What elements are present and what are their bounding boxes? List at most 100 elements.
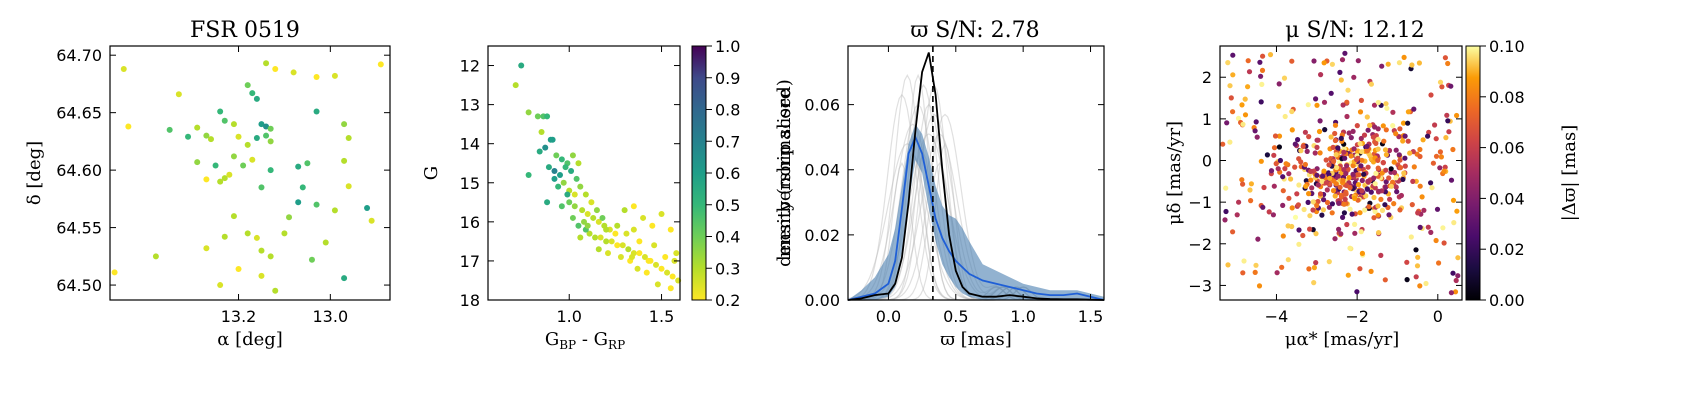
membership-colorbar-tick-label: 1.0 [715, 37, 740, 56]
pm-point [1357, 210, 1363, 216]
pm-point [1425, 133, 1431, 139]
pm-point [1357, 109, 1364, 115]
sky-point [249, 156, 256, 163]
pm-point [1280, 233, 1286, 239]
sky-point [235, 265, 242, 272]
pm-point [1367, 122, 1373, 128]
membership-colorbar-tick-label: 0.3 [715, 259, 740, 278]
panel1-ytick-label: 64.65 [56, 104, 102, 123]
pm-point [1373, 170, 1379, 177]
sky-point [341, 275, 348, 282]
pm-point [1358, 163, 1364, 169]
cmd-point [577, 183, 584, 190]
cmd-point [584, 211, 591, 218]
pm-point [1405, 109, 1411, 115]
panel2-frame [487, 45, 681, 301]
pm-point [1245, 58, 1251, 64]
pm-point [1396, 152, 1402, 158]
pm-point [1368, 268, 1374, 274]
pm-point [1319, 178, 1325, 184]
pm-point [1341, 201, 1347, 207]
pm-point [1430, 160, 1436, 166]
sky-point [263, 60, 270, 67]
sky-point [290, 69, 297, 76]
pm-point [1400, 138, 1406, 144]
pm-point [1382, 202, 1388, 208]
sky-point [313, 108, 320, 115]
pm-point [1295, 137, 1301, 143]
pm-point [1258, 158, 1264, 164]
pm-point [1411, 106, 1417, 112]
panel3-ytick-label: 0.02 [804, 226, 840, 245]
pm-point [1296, 182, 1302, 188]
panel4-xtick-label: −4 [1265, 307, 1289, 326]
pm-point [1281, 75, 1288, 81]
pm-point [1242, 112, 1249, 118]
pm-point [1246, 69, 1253, 75]
pm-point [1347, 206, 1353, 212]
pm-point [1324, 187, 1330, 193]
pm-point [1423, 280, 1429, 287]
pm-point [1328, 90, 1334, 96]
sky-point [212, 162, 219, 169]
pm-point [1230, 72, 1236, 78]
panel2-ytick-label: 15 [460, 174, 480, 193]
pm-point [1437, 165, 1443, 171]
sky-point [203, 176, 210, 183]
cmd-point [558, 156, 565, 163]
pm-point [1322, 127, 1328, 133]
pm-point [1311, 58, 1317, 64]
pm-point [1375, 157, 1381, 163]
pm-point [1292, 214, 1299, 220]
cmd-point [562, 164, 569, 171]
pm-point [1371, 194, 1377, 201]
pm-point [1382, 147, 1389, 153]
parallax-diff-colorbar-tick-label: 0.10 [1489, 37, 1525, 56]
pm-point [1364, 186, 1370, 192]
pm-point [1240, 181, 1246, 187]
pm-point [1420, 137, 1426, 143]
pm-point [1359, 177, 1365, 184]
pm-point [1373, 140, 1379, 146]
panel2-ylabel: G [421, 166, 442, 180]
cmd-point [557, 171, 563, 178]
pm-point [1409, 62, 1415, 68]
pm-point [1321, 99, 1328, 105]
cmd-point [654, 281, 661, 288]
pm-point [1352, 221, 1358, 227]
pm-point [1450, 197, 1457, 203]
pm-point [1338, 231, 1344, 237]
pm-point [1307, 226, 1313, 232]
sky-point [341, 121, 348, 128]
pm-point [1445, 118, 1451, 124]
pm-point [1336, 226, 1342, 232]
pm-point [1429, 185, 1435, 191]
pm-point [1260, 53, 1266, 59]
cmd-point [551, 168, 558, 175]
pm-point [1383, 167, 1389, 173]
panel4-ytick-label: −1 [1188, 193, 1212, 212]
cmd-point [544, 199, 551, 206]
parallax-diff-colorbar-tick-label: 0.02 [1489, 240, 1525, 259]
pm-point [1341, 210, 1347, 216]
pm-point [1428, 180, 1434, 186]
pm-point [1286, 195, 1292, 201]
cmd-point [579, 207, 586, 214]
pm-point [1417, 283, 1423, 289]
pm-point [1388, 183, 1394, 189]
pm-point [1345, 87, 1351, 93]
panel2-xlabel: GBP - GRP [545, 329, 625, 352]
membership-colorbar-tick-label: 0.6 [715, 164, 740, 183]
pm-point [1382, 277, 1388, 283]
panel1-frame [109, 45, 391, 301]
pm-point [1404, 277, 1410, 283]
pm-point [1453, 277, 1459, 284]
parallax-diff-colorbar-tick-label: 0.00 [1489, 291, 1525, 310]
pm-point [1300, 143, 1306, 149]
pm-point [1439, 84, 1445, 90]
cmd-point [667, 285, 674, 292]
pm-point [1433, 237, 1439, 244]
cmd-point [575, 222, 582, 229]
cmd-point [630, 203, 637, 210]
pm-point [1304, 148, 1310, 154]
